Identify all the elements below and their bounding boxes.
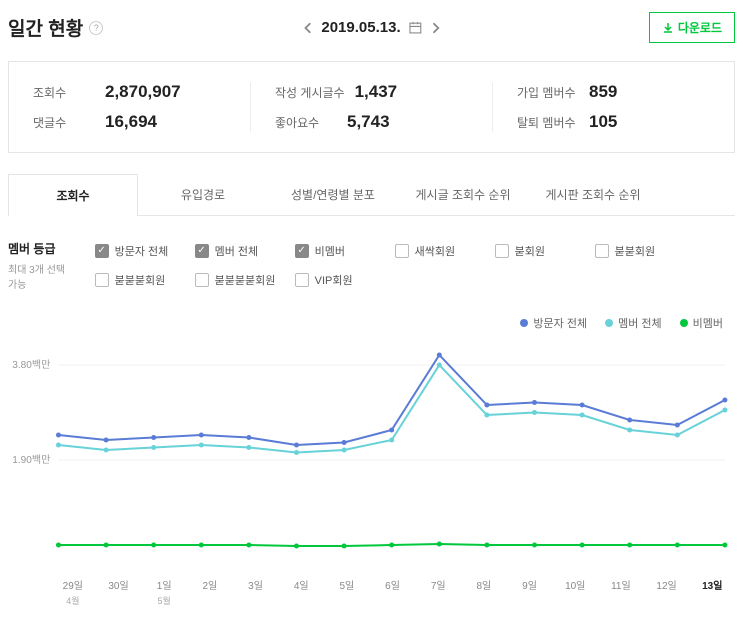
tab-2[interactable]: 성별/연령별 분포: [268, 173, 398, 215]
x-tick: 5일: [324, 577, 370, 607]
x-tick: 2일: [187, 577, 233, 607]
x-tick: 1일5월: [141, 577, 187, 607]
filter-check-1[interactable]: 멤버 전체: [195, 240, 295, 262]
x-tick: 29일4월: [50, 577, 96, 607]
prev-date-icon[interactable]: [301, 22, 313, 34]
filter-check-8[interactable]: VIP회원: [295, 270, 395, 292]
next-date-icon[interactable]: [430, 22, 442, 34]
x-tick: 12일: [644, 577, 690, 607]
svg-text:3.80백만: 3.80백만: [12, 359, 50, 371]
x-tick: 11일: [598, 577, 644, 607]
current-date: 2019.05.13.: [321, 19, 400, 36]
legend-dot: [680, 319, 688, 327]
date-navigator: 2019.05.13.: [301, 19, 441, 36]
legend-label: 비멤버: [693, 315, 723, 331]
x-tick: 30일: [96, 577, 142, 607]
stat-value: 1,437: [355, 82, 398, 102]
stat-label: 작성 게시글수: [275, 84, 345, 101]
calendar-icon[interactable]: [409, 21, 422, 34]
stat-value: 2,870,907: [105, 82, 181, 102]
stat-label: 좋아요수: [275, 114, 337, 131]
download-icon: [662, 22, 674, 34]
check-label: VIP회원: [315, 272, 353, 288]
stat-value: 105: [589, 112, 617, 132]
stat-label: 조회수: [33, 84, 95, 101]
check-label: 비멤버: [315, 243, 345, 259]
page-title: 일간 현황: [8, 14, 83, 41]
filter-check-4[interactable]: 붇회원: [495, 240, 595, 262]
tab-1[interactable]: 유입경로: [138, 173, 268, 215]
filter-check-5[interactable]: 붇붇회원: [595, 240, 695, 262]
stat-value: 859: [589, 82, 617, 102]
tab-bar: 조회수유입경로성별/연령별 분포게시글 조회수 순위게시판 조회수 순위: [8, 173, 735, 216]
filter-check-2[interactable]: 비멤버: [295, 240, 395, 262]
stat-label: 탈퇴 멤버수: [517, 114, 579, 131]
stat-label: 댓글수: [33, 114, 95, 131]
check-label: 새싹회원: [415, 243, 455, 259]
filter-check-7[interactable]: 붇붇붇붇회원: [195, 270, 295, 292]
checkbox-icon: [295, 273, 309, 287]
x-tick: 13일: [689, 577, 735, 607]
line-chart: 3.80백만 1.90백만: [8, 335, 735, 565]
tab-3[interactable]: 게시글 조회수 순위: [398, 173, 528, 215]
checkbox-icon: [195, 273, 209, 287]
help-icon[interactable]: ?: [89, 21, 103, 35]
legend-dot: [605, 319, 613, 327]
checkbox-icon: [295, 244, 309, 258]
checkbox-icon: [195, 244, 209, 258]
checkbox-icon: [395, 244, 409, 258]
chart-area: 3.80백만 1.90백만: [0, 335, 743, 573]
x-tick: 3일: [233, 577, 279, 607]
checkbox-icon: [95, 273, 109, 287]
filter-area: 멤버 등급 최대 3개 선택 가능 방문자 전체멤버 전체비멤버새싹회원붇회원붇…: [0, 216, 743, 307]
stats-summary: 조회수 2,870,907 댓글수 16,694 작성 게시글수 1,437 좋아요수 5,7…: [8, 61, 735, 153]
legend-item: 비멤버: [680, 315, 723, 331]
tab-4[interactable]: 게시판 조회수 순위: [528, 173, 658, 215]
x-tick: 8일: [461, 577, 507, 607]
download-button[interactable]: 다운로드: [649, 12, 735, 43]
svg-text:1.90백만: 1.90백만: [12, 454, 50, 466]
legend-label: 멤버 전체: [618, 315, 662, 331]
stat-label: 가입 멤버수: [517, 84, 579, 101]
check-label: 붇붇회원: [615, 243, 655, 259]
stat-value: 5,743: [347, 112, 390, 132]
download-label: 다운로드: [678, 19, 722, 36]
legend-dot: [520, 319, 528, 327]
chart-legend: 방문자 전체 멤버 전체 비멤버: [0, 307, 743, 335]
filter-check-3[interactable]: 새싹회원: [395, 240, 495, 262]
filter-check-6[interactable]: 붇붇붇회원: [95, 270, 195, 292]
check-label: 멤버 전체: [215, 243, 259, 259]
filter-subtitle: 최대 3개 선택 가능: [8, 261, 71, 291]
x-axis: 29일4월30일1일5월2일3일4일5일6일7일8일9일10일11일12일13일: [0, 573, 743, 607]
x-tick: 9일: [507, 577, 553, 607]
legend-item: 멤버 전체: [605, 315, 662, 331]
legend-item: 방문자 전체: [520, 315, 587, 331]
filter-check-0[interactable]: 방문자 전체: [95, 240, 195, 262]
checkbox-icon: [95, 244, 109, 258]
checkbox-icon: [595, 244, 609, 258]
x-tick: 4일: [278, 577, 324, 607]
check-label: 붇붇붇붇회원: [215, 272, 276, 288]
x-tick: 7일: [415, 577, 461, 607]
check-label: 붇붇붇회원: [115, 272, 166, 288]
tab-0[interactable]: 조회수: [8, 174, 138, 216]
x-tick: 6일: [370, 577, 416, 607]
check-label: 방문자 전체: [115, 243, 169, 259]
stat-value: 16,694: [105, 112, 157, 132]
checkbox-icon: [495, 244, 509, 258]
check-label: 붇회원: [515, 243, 545, 259]
filter-title: 멤버 등급: [8, 240, 71, 257]
legend-label: 방문자 전체: [533, 315, 587, 331]
x-tick: 10일: [552, 577, 598, 607]
